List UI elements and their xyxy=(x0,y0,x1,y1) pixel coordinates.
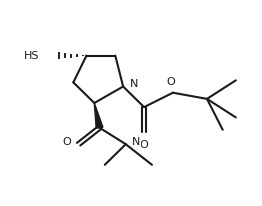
Text: O: O xyxy=(166,76,175,87)
Text: HS: HS xyxy=(24,51,39,61)
Text: O: O xyxy=(62,137,71,147)
Text: O: O xyxy=(140,140,149,150)
Text: N: N xyxy=(132,137,141,147)
Polygon shape xyxy=(94,103,103,128)
Text: N: N xyxy=(130,80,138,89)
